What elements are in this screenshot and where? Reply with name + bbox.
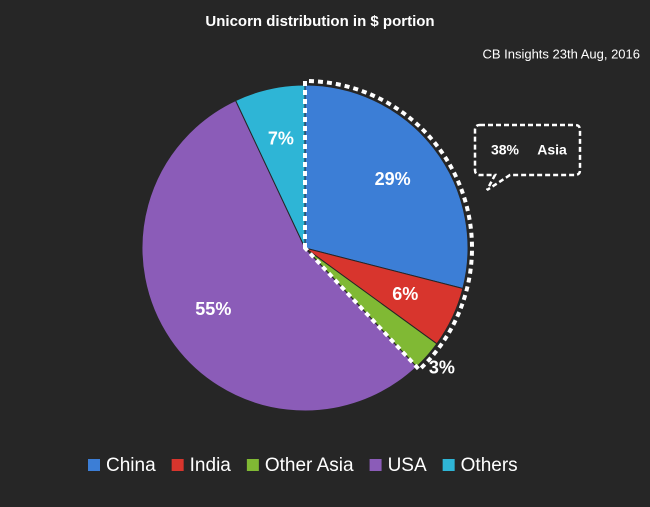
callout-text: Asia — [537, 142, 567, 158]
legend-label: USA — [388, 455, 427, 476]
data-label: 55% — [195, 299, 231, 319]
legend-label: China — [106, 455, 156, 476]
data-label: 6% — [392, 284, 418, 304]
callout-box — [473, 123, 582, 192]
legend-label: Others — [461, 455, 518, 476]
legend-swatch — [88, 459, 100, 471]
pie-slice — [141, 99, 418, 412]
pie-slice — [304, 84, 469, 290]
legend-swatch — [246, 459, 259, 471]
chart-title: Unicorn distribution in $ portion — [205, 13, 434, 30]
data-label: 7% — [268, 129, 294, 149]
legend-swatch — [369, 459, 382, 471]
legend-label: India — [190, 455, 232, 476]
legend-label: Other Asia — [265, 455, 354, 476]
legend-swatch — [171, 459, 184, 471]
chart-subtitle: CB Insights 23th Aug, 2016 — [482, 46, 640, 61]
data-label: 29% — [375, 169, 411, 189]
data-label: 3% — [429, 357, 455, 377]
legend-swatch — [442, 459, 455, 471]
callout-value: 38% — [491, 142, 520, 158]
annotation-outline — [303, 78, 474, 373]
